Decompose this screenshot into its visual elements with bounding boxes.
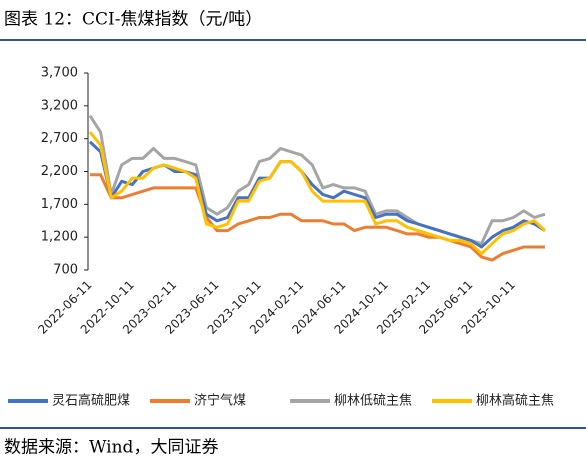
y-tick-label: 3,700 — [41, 66, 78, 81]
chart-title: 图表 12：CCI-焦煤指数（元/吨） — [4, 10, 262, 30]
y-tick-label: 700 — [53, 263, 78, 278]
series-line — [88, 114, 546, 246]
legend-label: 济宁气煤 — [194, 393, 246, 409]
series-line — [88, 131, 547, 256]
y-tick-label: 1,200 — [41, 230, 78, 245]
legend-label: 柳林低硫主焦 — [334, 394, 412, 409]
y-tick-label: 3,200 — [41, 98, 78, 113]
y-tick-label: 2,700 — [41, 131, 78, 146]
source: 数据来源：Wind，大同证券 — [4, 438, 218, 458]
legend-label: 柳林高硫主焦 — [476, 393, 554, 409]
y-tick-label: 1,700 — [41, 197, 78, 212]
legend-label: 灵石高硫肥煤 — [52, 393, 130, 409]
series-line — [90, 173, 545, 262]
y-tick-label: 2,200 — [41, 164, 78, 179]
